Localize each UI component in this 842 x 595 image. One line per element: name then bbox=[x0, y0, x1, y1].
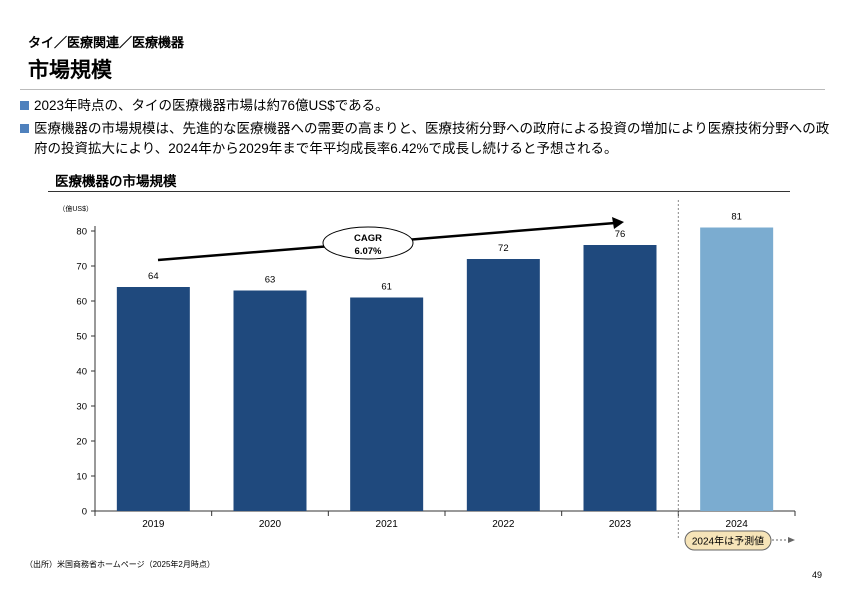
title-divider bbox=[20, 89, 825, 90]
x-tick-label-2024: 2024 bbox=[726, 519, 749, 530]
y-tick-label: 30 bbox=[76, 402, 87, 413]
y-tick-label: 60 bbox=[76, 297, 87, 308]
bar-2022 bbox=[466, 259, 540, 511]
bullet-1: 2023年時点の、タイの医療機器市場は約76億US$である。 bbox=[20, 96, 830, 116]
bar-2021 bbox=[350, 297, 424, 511]
bullet-text: 医療機器の市場規模は、先進的な医療機器への需要の高まりと、医療技術分野への政府に… bbox=[34, 121, 830, 156]
data-label-2023: 76 bbox=[615, 229, 626, 240]
y-axis-label: （億US$） bbox=[58, 204, 93, 213]
x-tick-label-2021: 2021 bbox=[376, 519, 399, 530]
bar-2020 bbox=[233, 290, 307, 511]
cagr-bubble bbox=[322, 226, 414, 260]
bullet-square-icon bbox=[20, 124, 29, 133]
cagr-label: CAGR bbox=[354, 233, 382, 244]
data-label-2020: 63 bbox=[265, 275, 276, 286]
chart-title: 医療機器の市場規模 bbox=[55, 174, 177, 189]
y-tick-label: 10 bbox=[76, 472, 87, 483]
x-tick-label-2019: 2019 bbox=[142, 519, 165, 530]
bar-2023 bbox=[583, 245, 657, 511]
cagr-arrowhead-icon bbox=[612, 217, 624, 229]
bullet-square-icon bbox=[20, 101, 29, 110]
bullet-text: 2023年時点の、タイの医療機器市場は約76億US$である。 bbox=[34, 98, 389, 113]
chart-title-divider bbox=[48, 191, 790, 192]
y-tick-label: 0 bbox=[82, 507, 87, 518]
cagr-value: 6.07% bbox=[355, 246, 382, 257]
x-tick-label-2023: 2023 bbox=[609, 519, 632, 530]
bar-2019 bbox=[116, 287, 190, 511]
data-label-2022: 72 bbox=[498, 243, 509, 254]
forecast-note-pill bbox=[684, 530, 772, 551]
y-tick-label: 40 bbox=[76, 367, 87, 378]
bar-2024 bbox=[700, 227, 774, 511]
x-tick-label-2022: 2022 bbox=[492, 519, 515, 530]
y-tick-label: 70 bbox=[76, 262, 87, 273]
bullet-2: 医療機器の市場規模は、先進的な医療機器への需要の高まりと、医療技術分野への政府に… bbox=[20, 119, 830, 159]
page-title: 市場規模 bbox=[28, 59, 112, 82]
y-tick-label: 20 bbox=[76, 437, 87, 448]
data-label-2024: 81 bbox=[731, 212, 742, 223]
data-label-2021: 61 bbox=[381, 282, 392, 293]
forecast-arrowhead-icon bbox=[788, 537, 795, 543]
x-tick-label-2020: 2020 bbox=[259, 519, 282, 530]
data-label-2019: 64 bbox=[148, 271, 159, 282]
page-number: 49 bbox=[812, 570, 823, 580]
forecast-note: 2024年は予測値 bbox=[692, 535, 764, 548]
y-tick-label: 50 bbox=[76, 332, 87, 343]
source-note: （出所）米国商務省ホームページ（2025年2月時点） bbox=[25, 560, 215, 569]
y-tick-label: 80 bbox=[76, 227, 87, 238]
breadcrumb: タイ／医療関連／医療機器 bbox=[28, 35, 185, 50]
